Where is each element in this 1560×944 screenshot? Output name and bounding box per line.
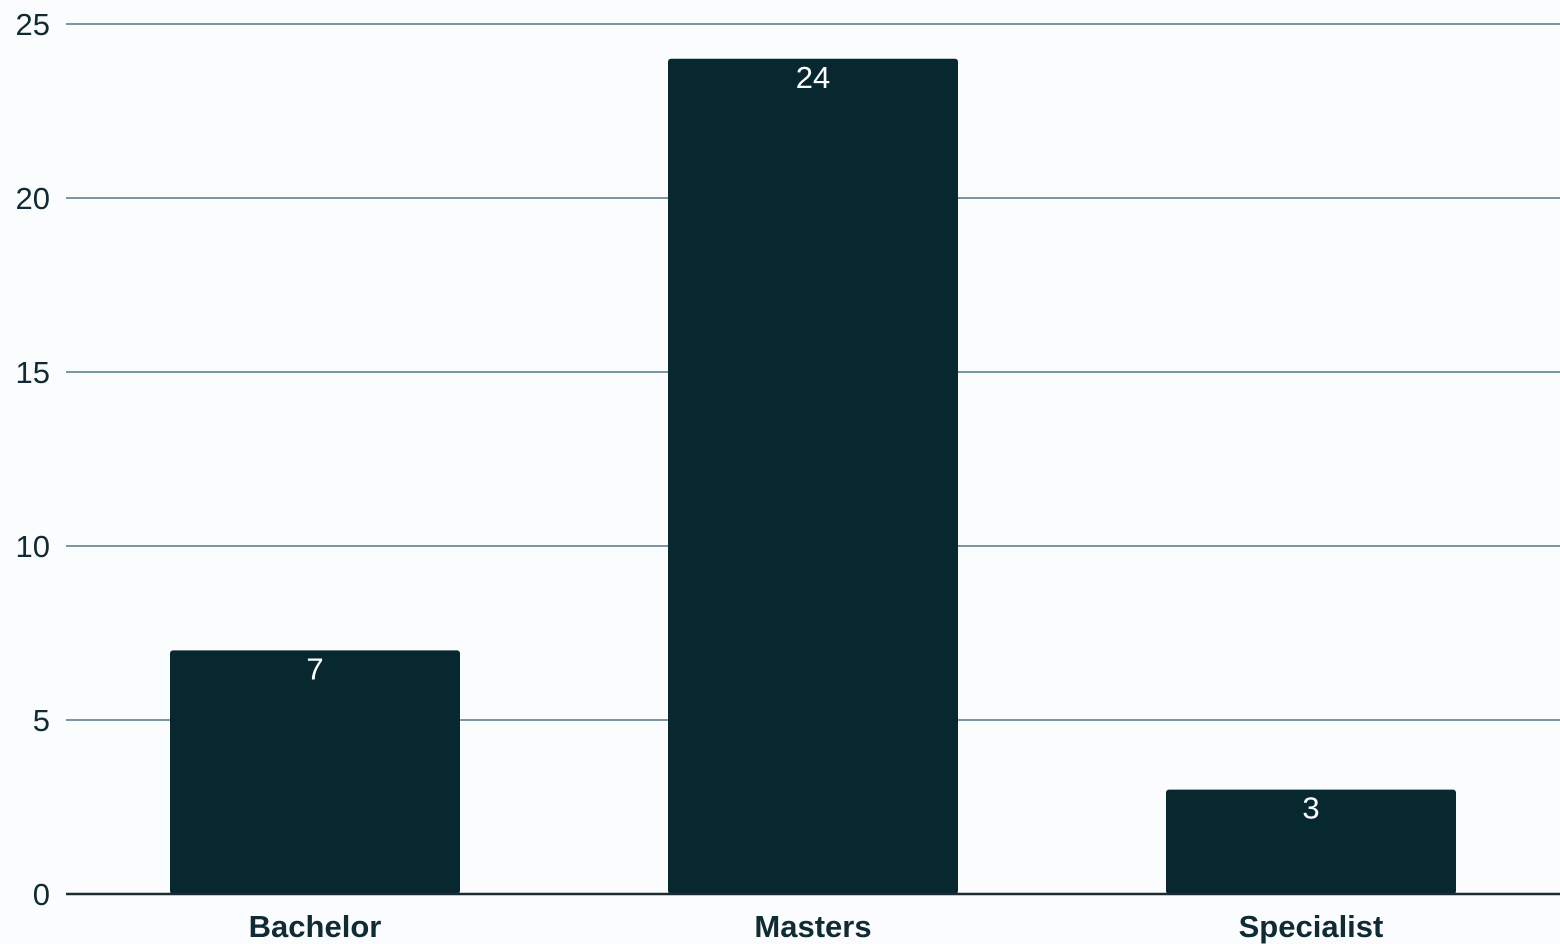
y-tick-label: 5 — [33, 703, 50, 738]
data-label-masters: 24 — [796, 60, 830, 95]
y-tick-label: 15 — [16, 355, 50, 390]
x-category-label-bachelor: Bachelor — [249, 909, 382, 944]
bar-masters — [668, 58, 958, 895]
y-tick-label: 0 — [33, 877, 50, 912]
data-label-specialist: 3 — [1302, 791, 1319, 826]
x-category-label-specialist: Specialist — [1239, 909, 1384, 944]
bar-specialist — [1166, 789, 1456, 894]
y-tick-label: 10 — [16, 529, 50, 564]
x-category-label-masters: Masters — [754, 909, 871, 944]
data-labels: 7 24 3 — [306, 60, 1319, 826]
y-tick-label: 25 — [16, 7, 50, 42]
bars — [170, 58, 1456, 895]
y-tick-label: 20 — [16, 181, 50, 216]
data-label-bachelor: 7 — [306, 651, 323, 686]
bar-bachelor — [170, 650, 460, 894]
y-axis-tick-labels: 0 5 10 15 20 25 — [16, 7, 50, 912]
x-axis-category-labels: Bachelor Masters Specialist — [249, 909, 1384, 944]
